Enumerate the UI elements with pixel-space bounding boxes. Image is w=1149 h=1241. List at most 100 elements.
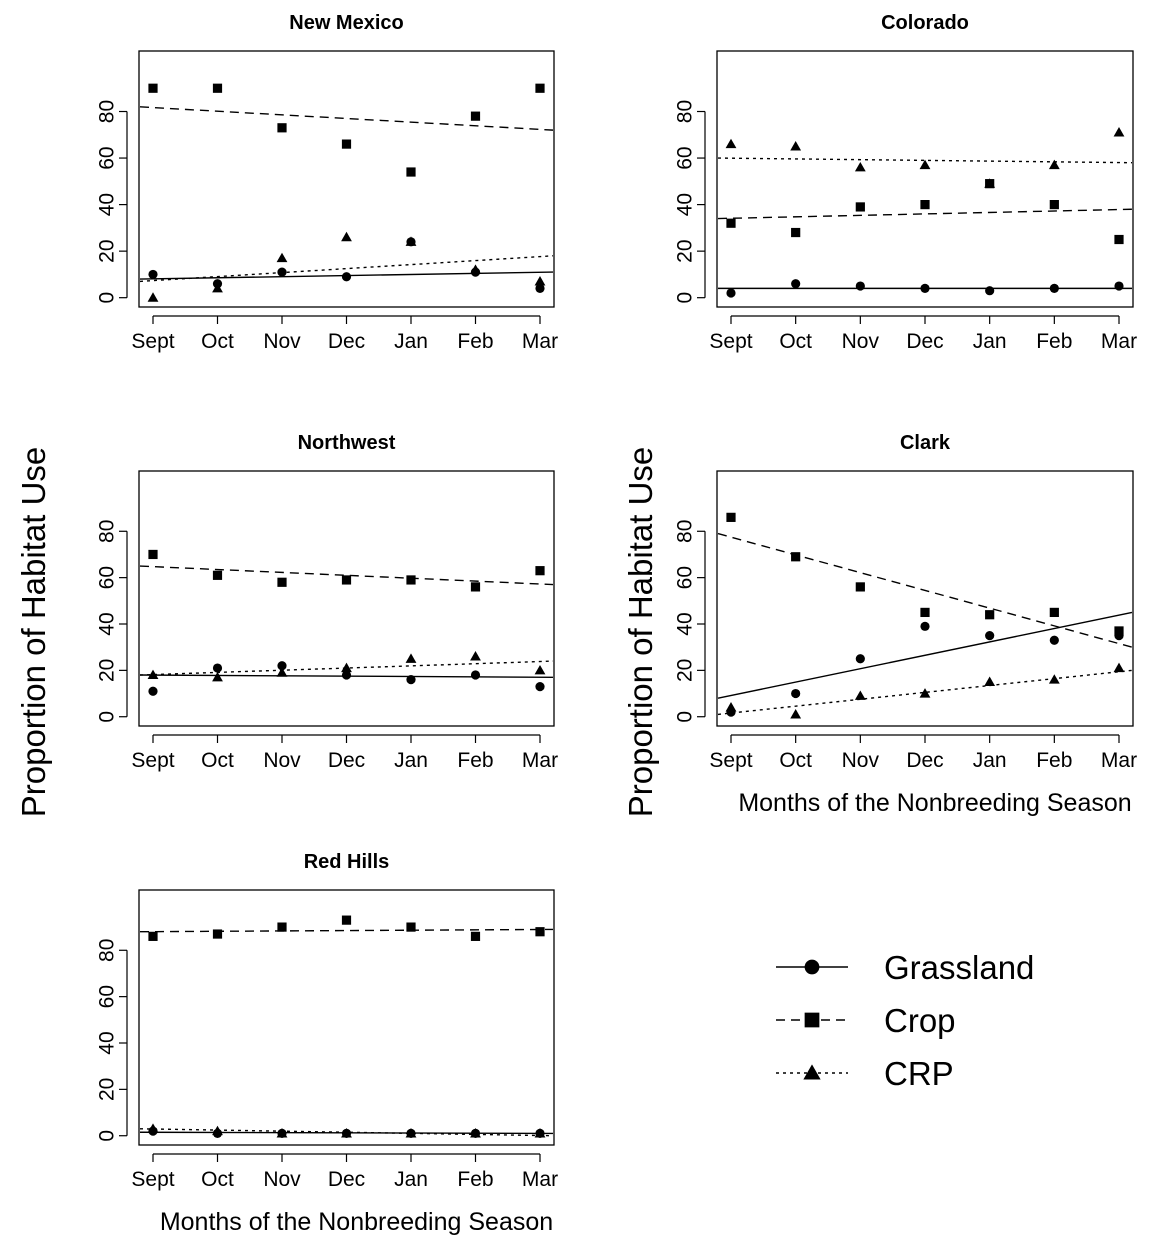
point-crp [534, 1128, 546, 1138]
point-crp [405, 653, 417, 663]
trend-line-grassland [717, 611, 1133, 699]
series-crop [139, 83, 554, 177]
point-grassland [535, 681, 545, 692]
point-grassland [535, 283, 545, 293]
y-tick-label: 0 [674, 711, 697, 723]
point-crp [534, 276, 546, 286]
point-crop [920, 607, 930, 618]
y-tick-label: 0 [96, 1130, 119, 1142]
point-crop [277, 577, 287, 587]
point-crop [1049, 607, 1059, 618]
point-crop [726, 512, 736, 522]
point-grassland [855, 654, 865, 664]
point-crp [790, 709, 802, 719]
point-crp [1048, 674, 1060, 684]
x-tick-label: Sept [131, 1168, 174, 1191]
point-crp [854, 161, 866, 172]
x-tick-label: Sept [131, 749, 174, 772]
panel-title: Northwest [298, 432, 396, 454]
point-crp [790, 141, 802, 151]
point-crop [985, 610, 995, 620]
point-crop [341, 915, 352, 925]
series-crp [717, 662, 1133, 719]
point-crop [212, 83, 223, 93]
point-grassland [148, 269, 158, 280]
point-crop [791, 552, 801, 562]
y-tick-label: 40 [96, 193, 119, 216]
trend-line-crop [717, 208, 1133, 220]
point-crp [405, 236, 417, 246]
x-tick-label: Dec [328, 330, 365, 353]
point-grassland [277, 661, 287, 671]
point-crp [341, 662, 352, 673]
series-crop [717, 512, 1133, 648]
x-tick-label: Feb [457, 1168, 493, 1191]
x-tick-label: Sept [709, 330, 752, 353]
x-tick-label: Oct [201, 749, 234, 772]
trend-line-crp [139, 1128, 554, 1137]
y-tick-label: 80 [96, 520, 119, 543]
point-crp [919, 159, 931, 170]
point-crp [212, 1125, 223, 1136]
x-tick-label: Nov [842, 330, 880, 353]
plot-frame [138, 889, 555, 1146]
x-tick-label: Oct [201, 330, 234, 353]
y-tick-label: 40 [674, 193, 697, 216]
trend-line-crp [717, 157, 1133, 164]
point-crp [984, 676, 996, 687]
x-tick-label: Mar [1101, 330, 1137, 353]
x-tick-label: Dec [328, 749, 365, 772]
point-crp [276, 252, 288, 263]
point-crp [341, 231, 352, 242]
point-grassland [470, 670, 481, 680]
point-crop [341, 575, 352, 585]
y-tick-label: 60 [96, 985, 119, 1008]
point-grassland [1049, 283, 1059, 293]
y-axis-label-left: Proportion of Habitat Use [15, 447, 52, 818]
point-grassland [791, 279, 801, 289]
point-grassland [920, 283, 930, 293]
point-crp [341, 1128, 352, 1138]
point-crp [470, 1128, 481, 1138]
series-crop [139, 915, 554, 941]
legend-entry-crop: Crop [776, 1002, 956, 1039]
point-crp [147, 292, 159, 302]
legend: Grassland Crop CRP [776, 949, 1034, 1092]
point-crp [725, 138, 737, 149]
x-axis-label: Months of the Nonbreeding Season [738, 789, 1131, 817]
point-crop [277, 123, 287, 133]
panel-title: Clark [900, 432, 951, 454]
point-crp [1113, 127, 1125, 137]
point-grassland [791, 688, 801, 699]
x-tick-label: Dec [906, 749, 943, 772]
legend-label: Grassland [884, 949, 1034, 986]
x-tick-label: Oct [201, 1168, 234, 1191]
y-tick-label: 80 [674, 520, 697, 543]
legend-entry-grassland: Grassland [776, 949, 1034, 986]
y-tick-label: 60 [96, 566, 119, 589]
trend-line-crp [139, 255, 554, 283]
y-tick-label: 80 [96, 100, 119, 123]
y-tick-label: 60 [674, 146, 697, 169]
point-crop [406, 575, 416, 585]
series-crop [139, 549, 554, 592]
point-grassland [1114, 281, 1124, 291]
x-tick-label: Jan [973, 749, 1007, 772]
y-tick-label: 0 [96, 711, 119, 723]
panels: New Mexico 0 20 40 60 80 Sept Oct Nov Dec Jan Feb Ma… [96, 12, 1138, 1236]
x-tick-label: Feb [457, 749, 493, 772]
point-crop [726, 218, 736, 228]
legend-marker-triangle [803, 1064, 821, 1080]
x-tick-label: Nov [263, 330, 301, 353]
point-crp [276, 1128, 288, 1138]
point-crp [919, 688, 931, 698]
point-grassland [1049, 635, 1059, 645]
point-crp [147, 669, 159, 680]
x-tick-label: Jan [394, 1168, 428, 1191]
point-crop [1114, 234, 1124, 245]
series-grassland [718, 279, 1132, 298]
trend-line-crop [139, 106, 554, 131]
panel-title: New Mexico [289, 12, 403, 34]
x-tick-label: Jan [394, 749, 428, 772]
